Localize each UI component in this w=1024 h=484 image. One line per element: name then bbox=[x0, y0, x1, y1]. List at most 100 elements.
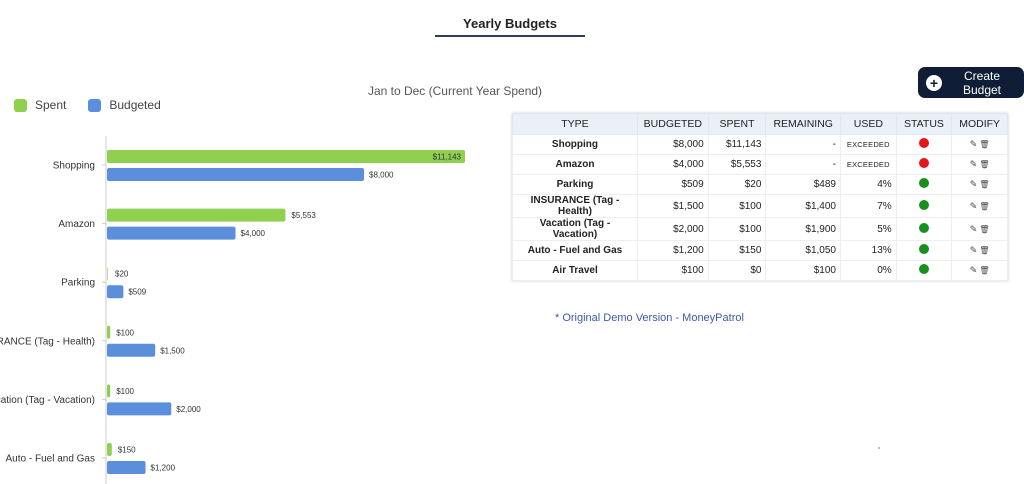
pencil-icon[interactable]: ✎ bbox=[969, 139, 978, 149]
budgeted-cell-text: $8,000 bbox=[673, 139, 704, 150]
trash-icon[interactable]: 🗑 bbox=[979, 140, 990, 149]
create-budget-button[interactable]: + Create Budget bbox=[918, 67, 1024, 98]
bar-spent[interactable] bbox=[107, 208, 286, 222]
status-ok-dot bbox=[918, 199, 929, 210]
bar-budgeted[interactable] bbox=[107, 343, 156, 357]
table-row: Parking $509 $20 $489 4% ✎ 🗑 bbox=[512, 174, 1008, 195]
stray-dot bbox=[878, 447, 880, 449]
spent-cell-text: $0 bbox=[750, 265, 762, 276]
remaining-cell-text: $1,050 bbox=[805, 245, 836, 256]
modify-cell: ✎ 🗑 bbox=[951, 240, 1008, 261]
budget-bar-chart: Shopping $11,143 $8,000 Amazon $5,553 $4,000 P… bbox=[0, 136, 465, 484]
spent-cell: $0 bbox=[707, 260, 767, 281]
pencil-icon[interactable]: ✎ bbox=[969, 245, 978, 255]
category-label: Amazon bbox=[58, 219, 95, 230]
bar-spent[interactable] bbox=[107, 325, 111, 339]
table-row: Air Travel $100 $0 $100 0% ✎ 🗑 bbox=[512, 260, 1008, 281]
bar-budgeted-label: $1,200 bbox=[151, 464, 176, 473]
status-ok-dot bbox=[918, 222, 929, 233]
pencil-icon[interactable]: ✎ bbox=[969, 200, 978, 211]
legend-swatch-budgeted bbox=[88, 98, 102, 112]
spent-cell: $100 bbox=[707, 217, 767, 241]
category-label: Vacation (Tag - Vacation) bbox=[0, 395, 95, 406]
modify-cell: ✎ 🗑 bbox=[951, 194, 1008, 218]
col-header-budgeted[interactable]: BUDGETED bbox=[636, 113, 709, 135]
pencil-icon[interactable]: ✎ bbox=[969, 223, 978, 234]
remaining-cell: $1,400 bbox=[765, 194, 841, 218]
modify-cell: ✎ 🗑 bbox=[951, 174, 1008, 195]
bar-budgeted[interactable] bbox=[107, 226, 236, 240]
col-header-type[interactable]: TYPE bbox=[512, 113, 638, 135]
trash-icon[interactable]: 🗑 bbox=[979, 246, 990, 255]
bar-spent[interactable] bbox=[107, 150, 465, 163]
used-cell-text: 7% bbox=[877, 200, 892, 212]
demo-version-note: * Original Demo Version - MoneyPatrol bbox=[555, 312, 744, 324]
status-cell bbox=[895, 240, 953, 261]
type-cell-text: Amazon bbox=[555, 159, 595, 170]
col-header-remaining[interactable]: REMAINING bbox=[765, 113, 841, 135]
budgeted-cell-text: $4,000 bbox=[673, 159, 704, 170]
bar-spent[interactable] bbox=[107, 384, 111, 398]
spent-cell-text: $150 bbox=[739, 245, 762, 256]
title-underline bbox=[435, 35, 585, 37]
status-ok-dot bbox=[918, 264, 929, 274]
used-cell: 5% bbox=[840, 217, 897, 241]
legend-item-spent[interactable]: Spent bbox=[14, 98, 66, 112]
bar-spent[interactable] bbox=[107, 267, 108, 281]
spent-cell: $5,553 bbox=[707, 154, 767, 175]
used-cell: 7% bbox=[840, 194, 897, 218]
trash-icon[interactable]: 🗑 bbox=[979, 224, 990, 234]
remaining-cell: $489 bbox=[765, 174, 841, 195]
col-header-spent[interactable]: SPENT bbox=[707, 113, 767, 135]
bar-budgeted-label: $509 bbox=[128, 288, 146, 297]
col-header-status[interactable]: STATUS bbox=[895, 113, 953, 135]
bar-spent-label: $20 bbox=[115, 270, 129, 279]
remaining-cell-text: $489 bbox=[813, 179, 836, 190]
remaining-cell: $1,900 bbox=[765, 217, 841, 241]
col-header-used[interactable]: USED bbox=[840, 113, 897, 135]
budgeted-cell-text: $509 bbox=[681, 179, 704, 190]
page-title: Yearly Budgets bbox=[463, 16, 557, 31]
remaining-cell: $1,050 bbox=[765, 240, 841, 261]
pencil-icon[interactable]: ✎ bbox=[969, 159, 978, 169]
used-cell: EXCEEDED bbox=[840, 154, 897, 175]
budgeted-cell: $8,000 bbox=[636, 134, 709, 155]
budgeted-cell: $1,200 bbox=[636, 240, 709, 261]
type-cell-text: Parking bbox=[556, 179, 594, 190]
type-cell: Air Travel bbox=[512, 260, 638, 281]
pencil-icon[interactable]: ✎ bbox=[969, 179, 978, 189]
used-cell-text: 13% bbox=[871, 245, 892, 256]
trash-icon[interactable]: 🗑 bbox=[979, 180, 990, 189]
bar-budgeted[interactable] bbox=[107, 402, 172, 416]
trash-icon[interactable]: 🗑 bbox=[979, 266, 990, 275]
budgeted-cell-text: $100 bbox=[681, 265, 704, 276]
table-row: Shopping $8,000 $11,143 - EXCEEDED ✎ 🗑 bbox=[512, 134, 1008, 155]
budgeted-cell: $2,000 bbox=[636, 217, 709, 241]
legend-item-budgeted[interactable]: Budgeted bbox=[88, 98, 161, 112]
spent-cell: $11,143 bbox=[707, 134, 767, 155]
chart-title: Jan to Dec (Current Year Spend) bbox=[367, 84, 543, 98]
spent-cell: $20 bbox=[707, 174, 767, 195]
category-label: INSURANCE (Tag - Health) bbox=[0, 336, 95, 347]
pencil-icon[interactable]: ✎ bbox=[969, 265, 978, 275]
bar-budgeted[interactable] bbox=[107, 461, 146, 474]
spent-cell-text: $100 bbox=[739, 200, 762, 212]
type-cell-text: Air Travel bbox=[552, 265, 598, 276]
trash-icon[interactable]: 🗑 bbox=[979, 201, 990, 211]
trash-icon[interactable]: 🗑 bbox=[979, 160, 990, 169]
budgeted-cell-text: $1,500 bbox=[673, 200, 704, 212]
bar-spent[interactable] bbox=[107, 443, 112, 456]
remaining-cell-text: $100 bbox=[813, 265, 836, 276]
used-cell-text: 4% bbox=[877, 179, 892, 190]
status-cell bbox=[895, 260, 953, 281]
col-header-modify[interactable]: MODIFY bbox=[951, 113, 1008, 135]
bar-budgeted[interactable] bbox=[107, 285, 124, 299]
status-cell bbox=[895, 134, 953, 155]
status-cell bbox=[895, 154, 953, 175]
bar-spent-label: $150 bbox=[118, 446, 136, 455]
budgeted-cell: $4,000 bbox=[636, 154, 709, 175]
remaining-cell-text: - bbox=[832, 159, 836, 170]
bar-budgeted[interactable] bbox=[107, 168, 365, 181]
budget-table: TYPE BUDGETED SPENT REMAINING USED STATU… bbox=[512, 113, 1008, 281]
budgeted-cell: $1,500 bbox=[636, 194, 709, 218]
